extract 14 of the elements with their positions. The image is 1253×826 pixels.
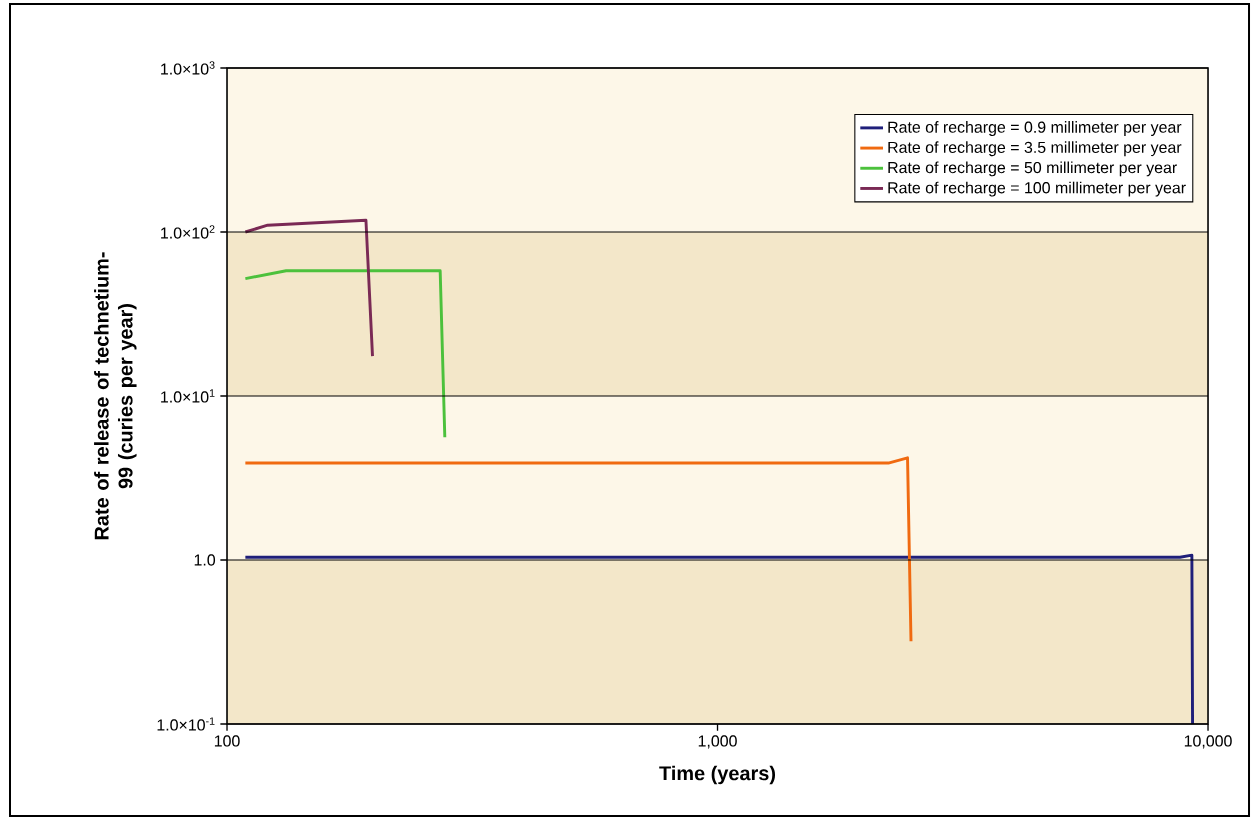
x-tick-label: 10,000 xyxy=(1184,735,1232,749)
y-axis-title: Rate of release of technetium-99 (curies per year) xyxy=(94,252,137,540)
x-tick-label: 100 xyxy=(214,735,240,747)
legend-label: Rate of recharge = 3.5 millimeter per year xyxy=(888,141,1182,157)
y-tick-label: 1.0 xyxy=(194,554,216,566)
y-tick-label: 1.0×10$^{-1}$ xyxy=(157,717,215,731)
legend-label: Rate of recharge = 100 millimeter per year xyxy=(888,181,1186,197)
y-tick-label: 1.0×10$^{2}$ xyxy=(161,225,215,239)
x-axis-title: Time (years) xyxy=(659,765,776,785)
legend-label: Rate of recharge = 50 millimeter per year xyxy=(888,161,1177,177)
x-tick-label: 1,000 xyxy=(698,735,737,749)
legend-label: Rate of recharge = 0.9 millimeter per year xyxy=(888,121,1182,136)
y-tick-label: 1.0×10$^{3}$ xyxy=(161,61,215,75)
y-tick-label: 1.0×10$^{1}$ xyxy=(161,389,215,403)
